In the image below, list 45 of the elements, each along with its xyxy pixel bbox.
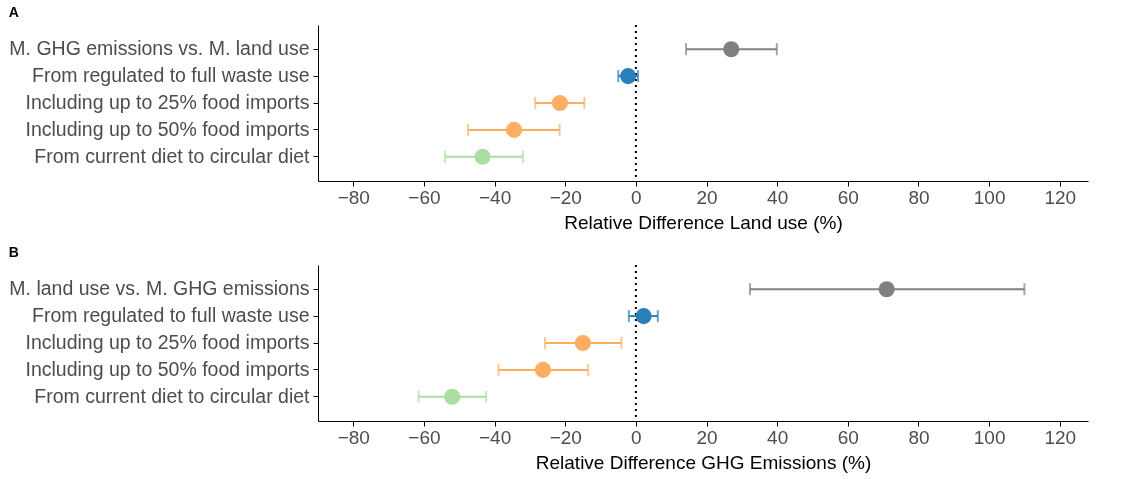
x-tick-label: 80 [908, 426, 930, 448]
point [474, 148, 491, 165]
x-tick-label: −80 [337, 186, 370, 208]
x-tick-label: 80 [908, 186, 930, 208]
x-tick-label: 40 [767, 186, 789, 208]
y-tick-label: From regulated to full waste use [32, 304, 310, 327]
point [723, 41, 740, 58]
y-tick-label: M. GHG emissions vs. M. land use [9, 37, 310, 60]
y-tick-label: Including up to 25% food imports [25, 91, 310, 113]
x-tick-label: −40 [478, 186, 512, 208]
x-axis-title: Relative Difference Land use (%) [564, 211, 843, 233]
point [574, 334, 591, 352]
x-tick-label: 20 [696, 186, 718, 208]
text: A [8, 4, 19, 20]
text: B [8, 244, 19, 260]
point [505, 121, 523, 138]
y-tick-label: From current diet to circular diet [34, 144, 311, 167]
point [444, 388, 461, 405]
x-tick-label: 100 [973, 186, 1006, 208]
x-tick-label: 0 [631, 186, 642, 208]
y-tick-label: Including up to 50% food imports [25, 357, 310, 380]
y-tick-label: Including up to 25% food imports [25, 331, 310, 353]
x-tick-label: 60 [837, 186, 859, 208]
x-tick-label: 20 [696, 426, 718, 448]
point [635, 308, 652, 325]
x-tick-label: −20 [549, 426, 582, 448]
x-axis-title: Relative Difference GHG Emissions (%) [535, 451, 872, 473]
point [551, 94, 569, 112]
x-tick-label: −60 [408, 186, 441, 208]
x-tick-label: 0 [631, 426, 642, 448]
x-tick-label: 100 [973, 426, 1006, 448]
x-tick-label: 120 [1044, 426, 1077, 448]
point [878, 281, 895, 298]
y-tick-label: From regulated to full waste use [32, 64, 310, 87]
x-tick-label: 40 [767, 426, 789, 448]
y-tick-label: M. land use vs. M. GHG emissions [9, 277, 310, 300]
x-tick-label: −20 [549, 186, 582, 208]
y-tick-label: From current diet to circular diet [34, 384, 311, 407]
point [534, 361, 552, 378]
x-tick-label: −40 [478, 426, 512, 448]
x-tick-label: 60 [837, 426, 859, 448]
x-tick-label: −80 [337, 426, 370, 448]
x-tick-label: 120 [1044, 186, 1077, 208]
x-tick-label: −60 [408, 426, 441, 448]
y-tick-label: Including up to 50% food imports [25, 117, 310, 140]
